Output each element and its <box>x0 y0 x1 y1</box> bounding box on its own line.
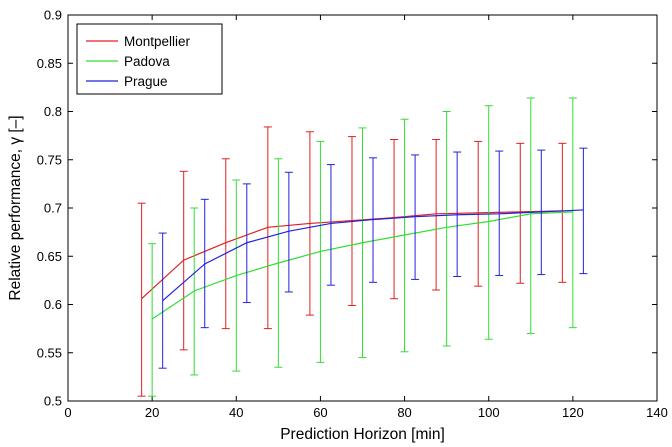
y-tick-label: 0.5 <box>44 394 62 409</box>
x-tick-label: 80 <box>397 405 411 420</box>
x-tick-label: 60 <box>313 405 327 420</box>
legend: Montpellier Padova Prague <box>76 23 223 95</box>
error-bar-montpellier <box>137 202 146 397</box>
error-bar-padova <box>442 111 451 347</box>
error-bar-padova <box>526 97 535 334</box>
y-tick-label: 0.65 <box>37 249 62 264</box>
error-bar-montpellier <box>432 138 441 291</box>
error-bar-montpellier <box>390 138 399 300</box>
error-bar-prague <box>284 171 293 293</box>
x-tick-label: 100 <box>478 405 500 420</box>
error-bar-prague <box>326 164 335 286</box>
y-tick-label: 0.7 <box>44 201 62 216</box>
y-tick-label: 0.55 <box>37 345 62 360</box>
y-axis-title: Relative performance, γ [–] <box>7 115 24 300</box>
y-tick-label: 0.8 <box>44 104 62 119</box>
series-montpellier <box>137 126 567 397</box>
x-axis-title: Prediction Horizon [min] <box>280 426 445 443</box>
series-line-montpellier <box>141 210 563 300</box>
legend-label-montpellier: Montpellier <box>124 34 191 49</box>
legend-label-prague: Prague <box>124 74 168 89</box>
series-line-prague <box>162 209 584 302</box>
error-bar-prague <box>579 147 588 275</box>
x-tick-label: 120 <box>562 405 584 420</box>
plot-frame <box>67 14 658 402</box>
x-tick-label: 40 <box>229 405 243 420</box>
x-tick-label: 20 <box>145 405 159 420</box>
series-line-padova <box>151 211 573 320</box>
series-prague <box>158 147 588 369</box>
legend-box <box>76 23 223 95</box>
x-tick-label: 0 <box>64 405 71 420</box>
legend-label-padova: Padova <box>124 54 170 69</box>
error-bar-montpellier <box>221 158 230 330</box>
error-bar-padova <box>568 97 577 329</box>
series-padova <box>148 97 577 397</box>
error-bar-padova <box>148 243 157 397</box>
y-tick-label: 0.6 <box>44 297 62 312</box>
x-tick-label: 140 <box>646 405 668 420</box>
y-tick-label: 0.75 <box>37 152 62 167</box>
y-tick-label: 0.9 <box>44 8 62 23</box>
error-bar-padova <box>484 105 493 340</box>
y-tick-label: 0.85 <box>37 56 62 71</box>
